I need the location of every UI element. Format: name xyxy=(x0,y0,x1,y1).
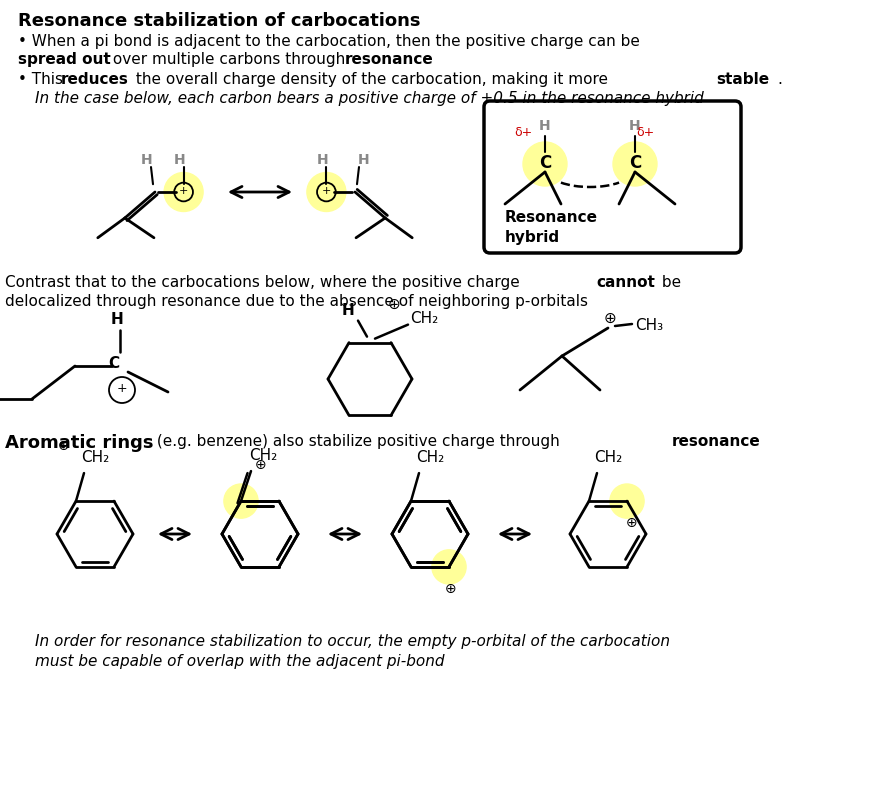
Text: (e.g. benzene) also stabilize positive charge through: (e.g. benzene) also stabilize positive c… xyxy=(152,434,565,449)
Text: stable: stable xyxy=(716,72,769,87)
Text: H: H xyxy=(359,152,370,167)
Text: C: C xyxy=(629,154,641,172)
FancyBboxPatch shape xyxy=(484,101,741,253)
Text: CH₂: CH₂ xyxy=(249,448,277,463)
Text: hybrid: hybrid xyxy=(505,230,560,245)
Text: CH₂: CH₂ xyxy=(410,311,438,326)
Text: CH₃: CH₃ xyxy=(635,318,663,334)
Text: reduces: reduces xyxy=(61,72,128,87)
Text: In order for resonance stabilization to occur, the empty p-orbital of the carboc: In order for resonance stabilization to … xyxy=(35,634,670,649)
Text: .: . xyxy=(777,72,782,87)
Ellipse shape xyxy=(610,484,644,518)
Ellipse shape xyxy=(307,172,346,212)
Text: H: H xyxy=(629,119,640,133)
Text: • This: • This xyxy=(18,72,68,87)
Text: • When a pi bond is adjacent to the carbocation, then the positive charge can be: • When a pi bond is adjacent to the carb… xyxy=(18,34,640,49)
Text: δ+: δ+ xyxy=(514,125,533,139)
Text: spread out: spread out xyxy=(18,52,111,67)
Text: C: C xyxy=(109,355,120,371)
Text: delocalized through resonance due to the absence of neighboring p-orbitals: delocalized through resonance due to the… xyxy=(5,294,588,309)
Text: over multiple carbons through: over multiple carbons through xyxy=(108,52,351,67)
Text: ⊕: ⊕ xyxy=(255,458,267,472)
Text: CH₂: CH₂ xyxy=(594,450,623,464)
Ellipse shape xyxy=(613,142,657,186)
Text: δ+: δ+ xyxy=(636,125,654,139)
Ellipse shape xyxy=(432,550,467,584)
Text: Resonance: Resonance xyxy=(505,210,598,225)
Text: C: C xyxy=(539,154,551,172)
Text: Contrast that to the carbocations below, where the positive charge: Contrast that to the carbocations below,… xyxy=(5,275,524,290)
Text: H: H xyxy=(141,152,153,167)
Text: ⊕: ⊕ xyxy=(626,516,638,530)
Ellipse shape xyxy=(164,172,203,212)
Text: +: + xyxy=(179,186,188,196)
Text: +: + xyxy=(322,186,331,196)
Text: cannot: cannot xyxy=(596,275,655,290)
Text: be: be xyxy=(657,275,681,290)
Text: resonance: resonance xyxy=(345,52,434,67)
Text: must be capable of overlap with the adjacent pi-bond: must be capable of overlap with the adja… xyxy=(35,654,444,669)
Text: H: H xyxy=(342,303,354,318)
Text: ⊕: ⊕ xyxy=(445,582,457,596)
Text: CH₂: CH₂ xyxy=(416,450,444,464)
Text: ⊕: ⊕ xyxy=(388,297,401,312)
Text: the overall charge density of the carbocation, making it more: the overall charge density of the carboc… xyxy=(131,72,613,87)
Text: H: H xyxy=(174,152,186,167)
Text: In the case below, each carbon bears a positive charge of +0.5 in the resonance : In the case below, each carbon bears a p… xyxy=(35,91,704,106)
Ellipse shape xyxy=(523,142,567,186)
Text: CH₂: CH₂ xyxy=(81,450,109,464)
Ellipse shape xyxy=(224,484,258,518)
Text: H: H xyxy=(539,119,551,133)
Text: ⊕: ⊕ xyxy=(604,310,616,326)
Text: Aromatic rings: Aromatic rings xyxy=(5,434,153,452)
Text: Resonance stabilization of carbocations: Resonance stabilization of carbocations xyxy=(18,12,420,30)
Text: +: + xyxy=(117,383,128,395)
Text: ⊕: ⊕ xyxy=(58,439,70,453)
Text: resonance: resonance xyxy=(672,434,761,449)
Text: H: H xyxy=(111,313,123,327)
Text: H: H xyxy=(317,152,328,167)
